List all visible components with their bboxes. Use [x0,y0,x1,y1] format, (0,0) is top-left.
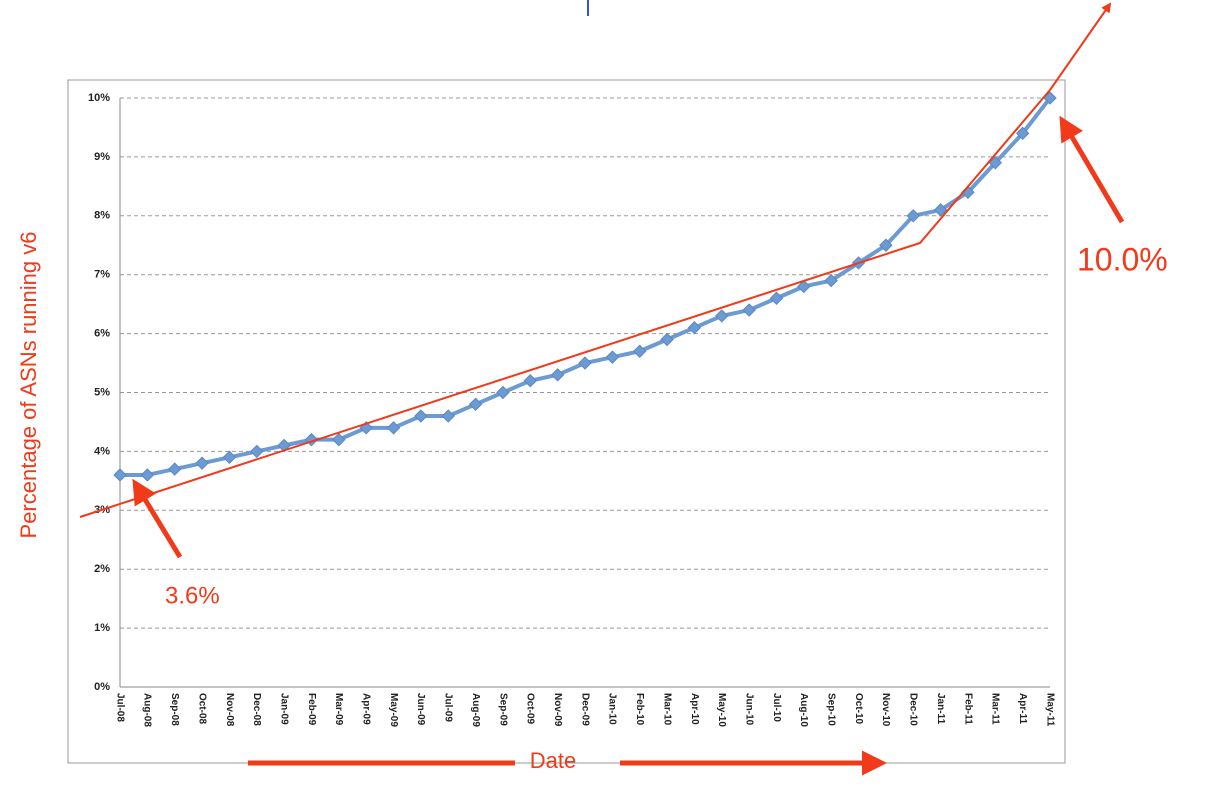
data-point [605,350,620,364]
plot-area: 0%1%2%3%4%5%6%7%8%9%10%Jul-08 Aug-08 Sep-0… [88,91,1057,727]
y-tick-label: 6% [94,328,110,340]
x-tick-label: Aug-10 [798,693,809,727]
x-tick-label: Aug-08 [142,693,153,727]
x-tick-label: Apr-10 [689,693,700,725]
x-tick-label: Dec-08 [251,693,262,726]
x-tick-label: Jun-09 [415,693,426,726]
annotation-arrow [1059,115,1125,224]
data-point [332,432,346,447]
y-tick-label: 10% [88,92,110,104]
data-point [988,156,1002,170]
annotation: 3.6% [165,582,220,609]
x-tick-label: Oct-09 [525,693,536,725]
x-tick-label: Jul-08 [114,693,125,722]
data-point [715,309,729,323]
x-tick-label: Mar-09 [333,693,344,726]
data-point [250,444,264,459]
y-tick-label: 4% [94,445,110,457]
y-axis-label: Percentage of ASNs running v6 [16,232,41,539]
x-tick-label: Apr-09 [361,693,372,725]
data-point [1015,126,1030,141]
data-point [386,421,401,435]
y-tick-label: 0% [94,681,110,693]
x-tick-label: Jul-09 [443,693,454,722]
x-tick-label: May-09 [388,693,399,727]
y-tick-label: 1% [94,622,110,634]
y-tick-label: 8% [94,210,110,222]
data-point [933,203,948,217]
x-tick-label: Feb-09 [306,693,317,726]
y-tick-label: 7% [94,269,110,281]
trend-line [79,89,1051,518]
x-tick-label: Nov-08 [224,693,235,727]
data-point [906,209,920,223]
y-tick-label: 9% [94,151,110,163]
x-tick-label: Nov-10 [880,693,891,727]
annotation-arrow [132,478,183,559]
data-point [113,468,127,482]
data-point [742,303,756,317]
x-tick-label: Dec-09 [579,693,590,726]
data-point [879,238,893,252]
data-point [687,321,702,335]
data-point [824,273,838,288]
data-point [277,438,291,453]
data-point [195,456,209,470]
data-point [578,356,592,370]
x-tick-label: Jan-10 [607,693,618,725]
x-axis-label: Date [530,748,576,773]
x-tick-label: Aug-09 [470,693,481,727]
x-tick-label: Nov-09 [552,693,563,727]
annotation: 10.0% [1077,241,1168,277]
data-point [414,409,428,423]
x-tick-label: Mar-11 [990,693,1001,725]
x-tick-label: Mar-10 [661,693,672,726]
data-point [167,462,182,476]
data-point [496,385,510,400]
data-point [550,368,565,382]
trend-arrow [1049,2,1112,91]
x-tick-label: Jul-10 [771,693,782,722]
x-tick-label: Sep-08 [169,693,180,726]
x-tick-label: May-11 [1044,693,1055,727]
data-point [797,279,811,294]
x-tick-label: Oct-08 [196,693,207,725]
y-tick-label: 5% [94,386,110,398]
x-tick-label: Sep-09 [497,693,508,726]
x-tick-label: Jan-11 [935,693,946,725]
data-point [222,450,237,464]
x-tick-label: Feb-11 [962,693,973,725]
data-point [441,409,455,423]
chart-frame [67,79,1066,764]
data-point [632,344,647,358]
y-tick-label: 2% [94,563,110,575]
data-point [769,291,784,305]
data-point [660,332,674,347]
x-tick-label: Oct-10 [853,693,864,725]
data-point [468,397,483,411]
data-point [523,374,538,388]
x-tick-label: Feb-10 [634,693,645,726]
x-tick-label: Jan-09 [278,693,289,725]
x-tick-label: Apr-11 [1017,693,1028,725]
x-tick-label: Jun-10 [743,693,754,726]
x-tick-label: May-10 [716,693,727,727]
x-tick-label: Dec-10 [908,693,919,726]
x-tick-label: Sep-10 [826,693,837,726]
